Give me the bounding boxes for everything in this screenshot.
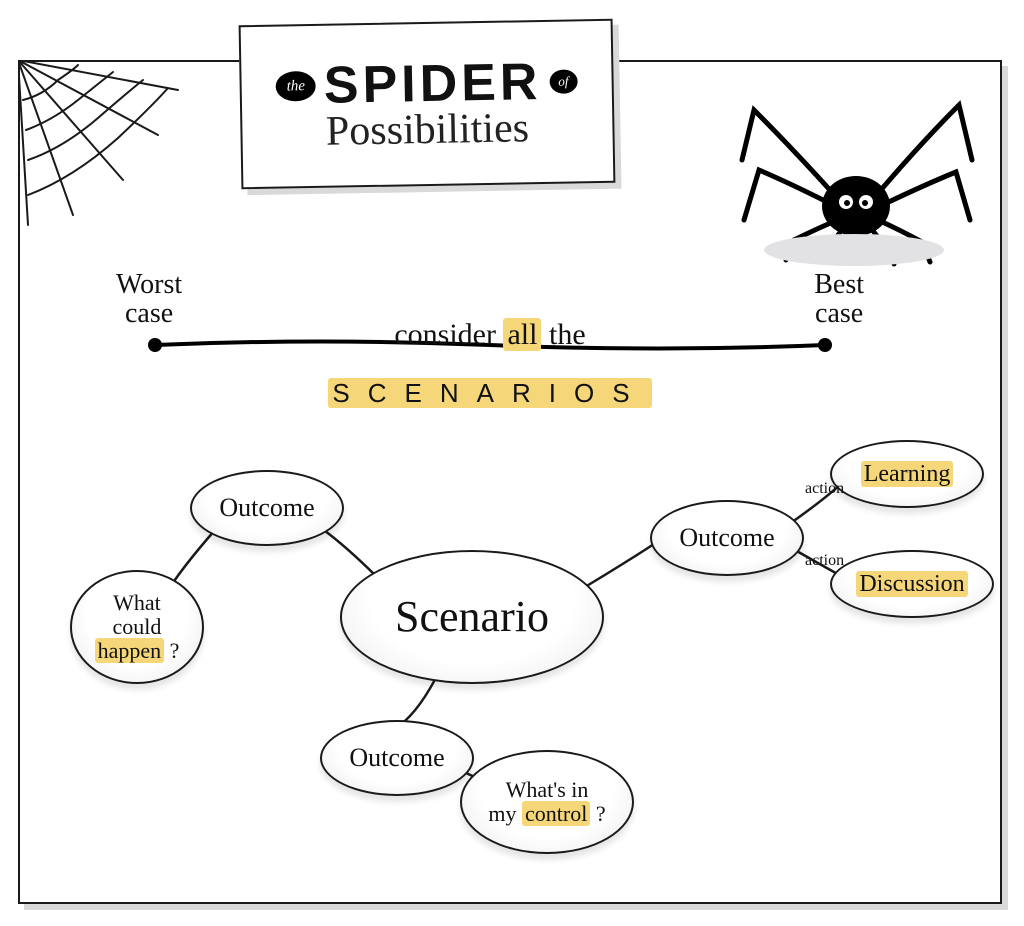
bubble-outcome_tl: Outcome [190, 470, 344, 546]
edge-label: action [805, 552, 844, 570]
axis-scenarios: SCENARIOS [120, 378, 860, 409]
bubble-q_control: What's inmy control ? [460, 750, 634, 854]
bubble-outcome_r: Outcome [650, 500, 804, 576]
bubble-outcome_b: Outcome [320, 720, 474, 796]
axis-right-label: Best case [814, 270, 864, 329]
scenario-axis: Worst case Best case consider all the SC… [120, 300, 860, 409]
bubble-scenario: Scenario [340, 550, 604, 684]
bubble-learning: Learning [830, 440, 984, 508]
edge-label: action [805, 480, 844, 498]
mind-map: ScenarioOutcomeOutcomeOutcomeWhatcouldha… [40, 460, 960, 880]
title-subtitle: Possibilities [326, 104, 530, 156]
spider-icon [724, 90, 984, 270]
title-pill-of: of [549, 69, 577, 93]
title-card: the SPIDER of Possibilities [239, 19, 616, 190]
title-pill-the: the [276, 71, 317, 102]
spiderweb-icon [18, 60, 188, 230]
bubble-discussion: Discussion [830, 550, 994, 618]
axis-left-label: Worst case [116, 270, 182, 329]
bubble-q_happen: Whatcouldhappen ? [70, 570, 204, 684]
diagram-canvas: the SPIDER of Possibilities [0, 0, 1024, 926]
